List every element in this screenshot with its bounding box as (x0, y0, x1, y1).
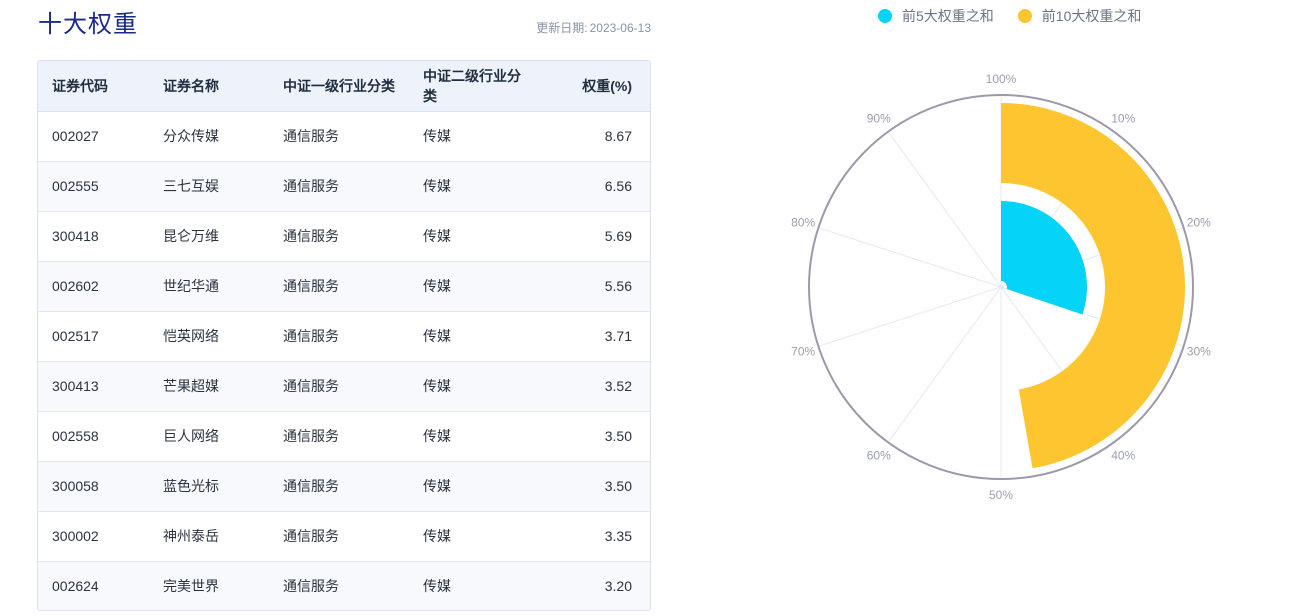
cell-name: 神州泰岳 (149, 511, 269, 562)
cell-name: 芒果超媒 (149, 361, 269, 412)
angle-tick-label: 90% (867, 112, 891, 126)
cell-industry-l1: 通信服务 (269, 461, 409, 512)
cell-industry-l2: 传媒 (409, 361, 529, 412)
legend-dot-top5 (878, 9, 892, 23)
update-date: 更新日期: 2023-06-13 (536, 19, 651, 36)
angle-tick-label: 40% (1111, 448, 1135, 462)
cell-name: 完美世界 (163, 578, 219, 595)
cell-weight: 3.35 (529, 511, 650, 562)
cell-industry-l1: 通信服务 (269, 111, 409, 162)
angle-tick-label: 20% (1187, 216, 1211, 230)
col-header-weight[interactable]: 权重(%) (529, 61, 650, 112)
angle-tick-label: 50% (989, 488, 1013, 502)
angle-tick-label: 70% (791, 344, 815, 358)
table-row[interactable]: 300413 芒果超媒 通信服务 传媒 3.52 (38, 361, 650, 412)
cell-name: 巨人网络 (149, 411, 269, 462)
cell-industry-l1: 通信服务 (269, 511, 409, 562)
chart-legend: 前5大权重之和 前10大权重之和 (878, 6, 1141, 26)
cell-code: 300002 (38, 511, 149, 562)
table-row[interactable]: 300418 昆仑万维 通信服务 传媒 5.69 (38, 211, 650, 262)
cell-industry-l1: 通信服务 (269, 411, 409, 462)
angle-gridline (887, 286, 1002, 443)
cell-code: 002027 (38, 111, 149, 162)
angle-tick-label: 80% (791, 216, 815, 230)
cell-industry-l1: 通信服务 (269, 261, 409, 312)
cell-industry-l2: 传媒 (409, 161, 529, 212)
table-row[interactable]: 300058 蓝色光标 通信服务 传媒 3.50 (38, 461, 650, 512)
bar-top5-sum (1001, 201, 1087, 315)
page-title: 十大权重 (38, 11, 138, 38)
angle-tick-label: 10% (1111, 112, 1135, 126)
cell-weight: 8.67 (529, 111, 650, 162)
cell-industry-l2: 传媒 (409, 211, 529, 262)
cell-name: 蓝色光标 (149, 461, 269, 512)
cell-industry-l2: 传媒 (409, 111, 529, 162)
cell-industry-l1: 通信服务 (269, 361, 409, 412)
cell-weight: 3.50 (529, 461, 650, 512)
cell-industry-l2: 传媒 (409, 511, 529, 562)
col-header-code[interactable]: 证券代码 (38, 61, 149, 112)
angle-gridline (818, 227, 1002, 288)
cell-industry-l1: 通信服务 (269, 211, 409, 262)
angle-tick-label: 30% (1187, 344, 1211, 358)
col-header-name[interactable]: 证券名称 (149, 61, 269, 112)
cell-code: 002602 (38, 261, 149, 312)
cell-name: 分众传媒 (149, 111, 269, 162)
weights-table: 证券代码 证券名称 中证一级行业分类 中证二级行业分类 权重(%) 002027… (37, 60, 651, 611)
cell-name: 世纪华通 (149, 261, 269, 312)
legend-dot-top10 (1017, 9, 1032, 23)
cell-name: 三七互娱 (149, 161, 269, 212)
cell-weight: 6.56 (529, 161, 650, 212)
cell-industry-l2: 传媒 (423, 578, 451, 595)
table-row[interactable]: 002555 三七互娱 通信服务 传媒 6.56 (38, 161, 650, 212)
cell-code: 002624 (52, 578, 99, 595)
table-row[interactable]: 002558 巨人网络 通信服务 传媒 3.50 (38, 411, 650, 462)
bar-top10-sum (1001, 103, 1186, 469)
cell-weight: 5.69 (529, 211, 650, 262)
table-row[interactable]: 002517 恺英网络 通信服务 传媒 3.71 (38, 311, 650, 362)
table-row[interactable]: 002027 分众传媒 通信服务 传媒 8.67 (38, 111, 650, 162)
legend-item-top10[interactable]: 前10大权重之和 (1017, 6, 1142, 26)
cell-code: 300413 (38, 361, 149, 412)
table-row[interactable]: 300002 神州泰岳 通信服务 传媒 3.35 (38, 511, 650, 562)
angle-gridline (818, 286, 1002, 347)
cell-code: 300058 (38, 461, 149, 512)
cell-industry-l2: 传媒 (409, 311, 529, 362)
cell-weight: 3.52 (529, 361, 650, 412)
cell-industry-l2: 传媒 (409, 461, 529, 512)
cell-name: 昆仑万维 (149, 211, 269, 262)
cell-industry-l2: 传媒 (409, 261, 529, 312)
cell-code: 300418 (38, 211, 149, 262)
cell-weight: 3.71 (529, 311, 650, 362)
table-row[interactable]: 002624 完美世界 通信服务 传媒 3.20 (38, 561, 650, 610)
cell-industry-l2: 传媒 (409, 411, 529, 462)
cell-industry-l1: 通信服务 (283, 578, 339, 595)
update-date-value: 2023-06-13 (589, 21, 651, 35)
legend-label-top5: 前5大权重之和 (902, 8, 994, 24)
col-header-industry-l1[interactable]: 中证一级行业分类 (269, 61, 409, 112)
angle-gridline (887, 131, 1002, 288)
polar-bar-chart: 100% 10% 20% 30% 40% 50% 60% 70% 80% 90% (791, 72, 1211, 502)
cell-weight: 3.50 (529, 411, 650, 462)
col-header-industry-l2[interactable]: 中证二级行业分类 (409, 61, 529, 112)
angle-axis-circle (808, 94, 1194, 480)
cell-code: 002555 (38, 161, 149, 212)
cell-weight: 3.20 (604, 578, 632, 595)
table-row[interactable]: 002602 世纪华通 通信服务 传媒 5.56 (38, 261, 650, 312)
cell-name: 恺英网络 (149, 311, 269, 362)
legend-item-top5[interactable]: 前5大权重之和 (878, 6, 994, 26)
angle-tick-label: 100% (986, 72, 1017, 86)
cell-industry-l1: 通信服务 (269, 311, 409, 362)
update-date-label: 更新日期: (536, 21, 588, 35)
table-header-row: 证券代码 证券名称 中证一级行业分类 中证二级行业分类 权重(%) (38, 61, 650, 112)
cell-code: 002558 (38, 411, 149, 462)
cell-weight: 5.56 (529, 261, 650, 312)
angle-tick-label: 60% (867, 448, 891, 462)
legend-label-top10: 前10大权重之和 (1041, 8, 1142, 24)
cell-industry-l1: 通信服务 (269, 161, 409, 212)
cell-code: 002517 (38, 311, 149, 362)
